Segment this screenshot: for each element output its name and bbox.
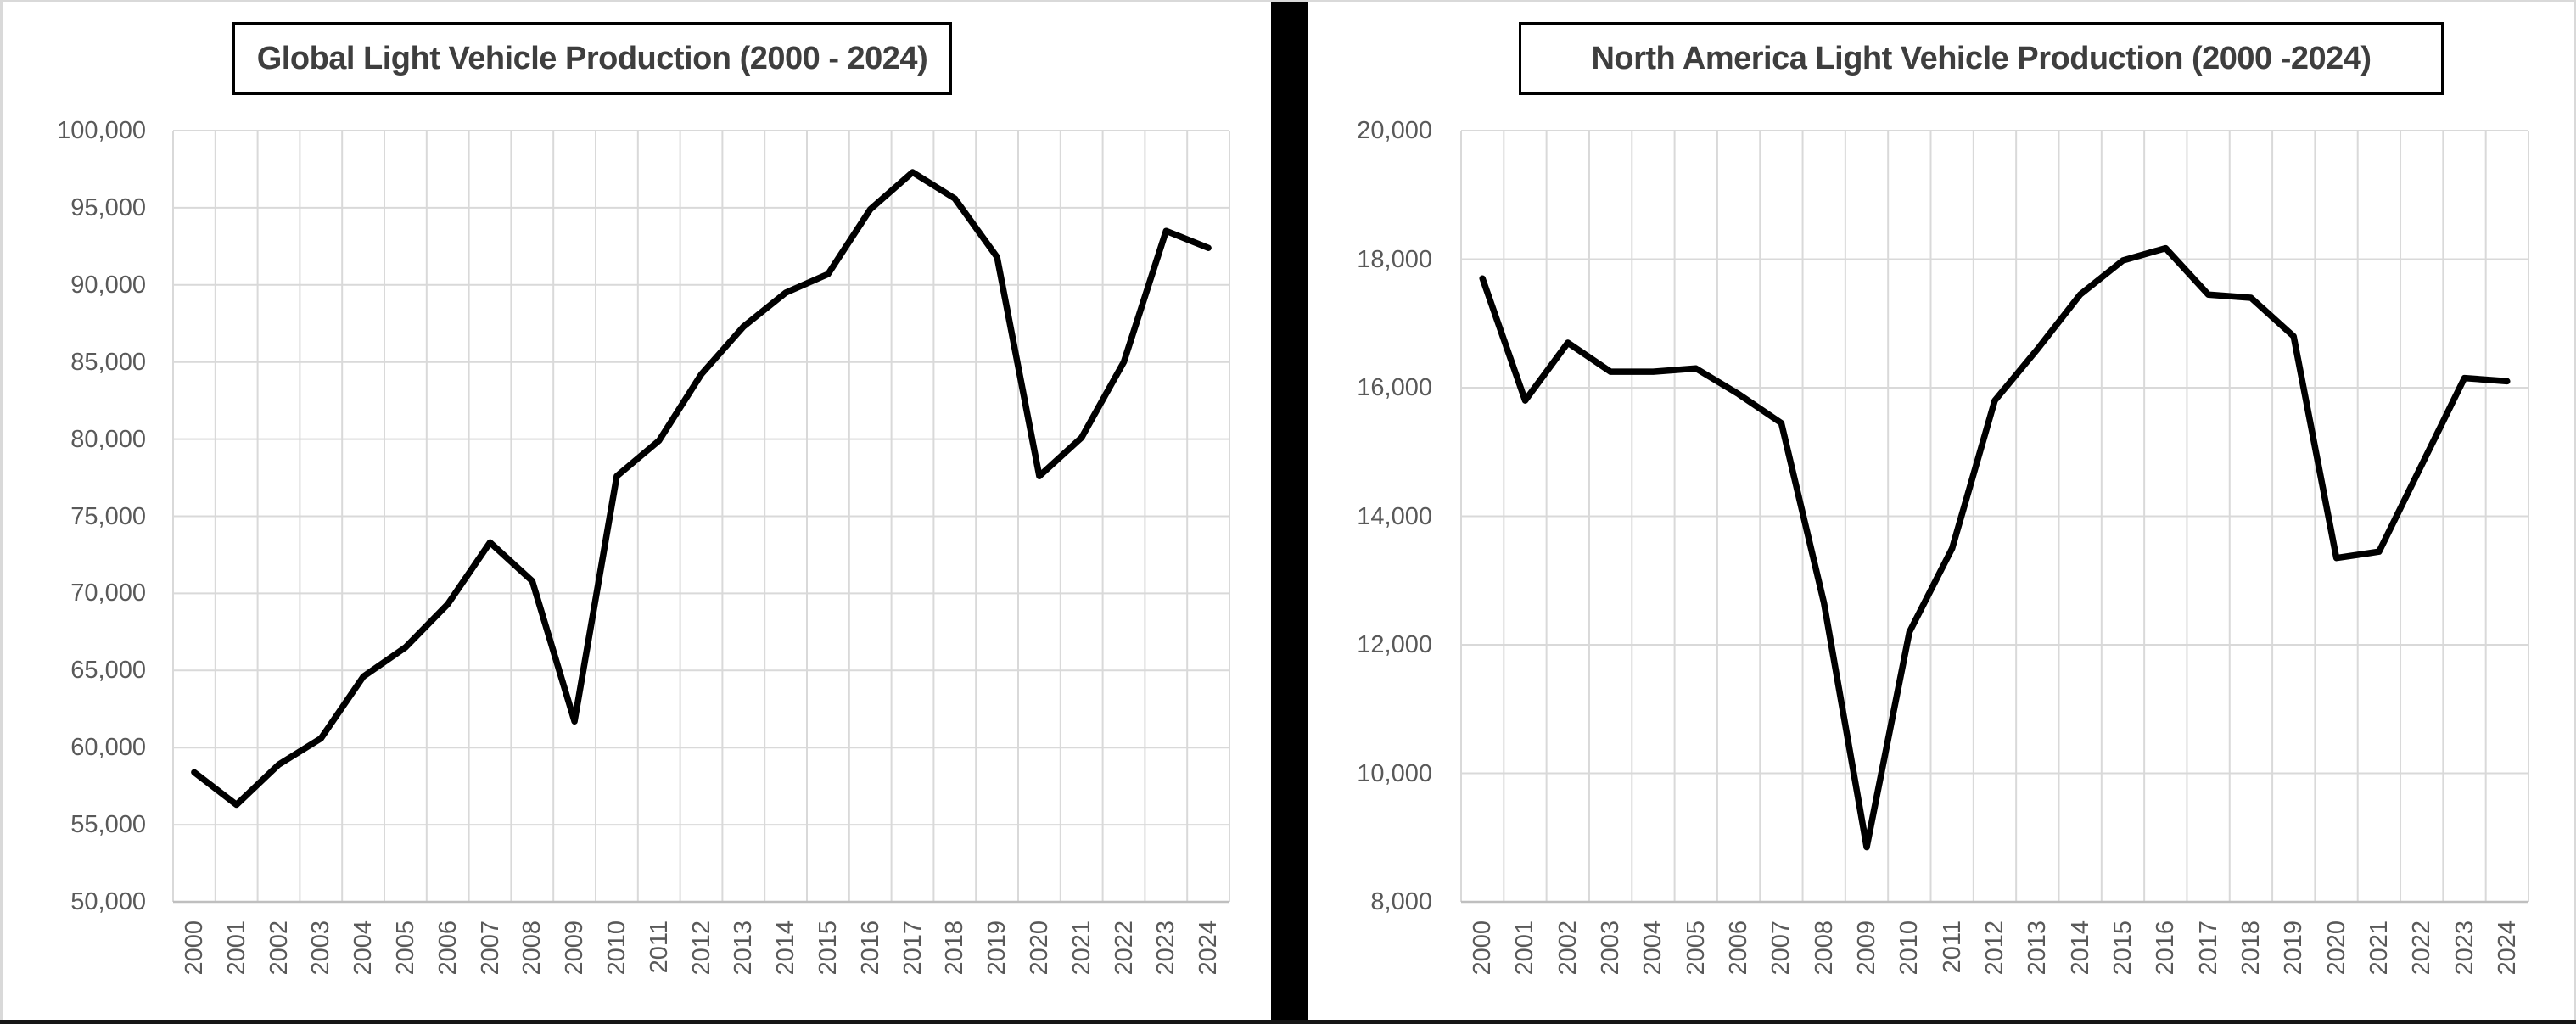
y-axis-tick-label: 50,000 bbox=[70, 888, 146, 915]
horizontal-gridlines bbox=[1461, 130, 2528, 903]
x-axis-tick-label: 2019 bbox=[2280, 920, 2308, 976]
x-axis-tick-label: 2017 bbox=[2194, 920, 2222, 976]
x-axis-tick-label: 2024 bbox=[2493, 920, 2521, 976]
y-axis-tick-label: 60,000 bbox=[70, 734, 146, 762]
y-axis-tick-label: 18,000 bbox=[1357, 245, 1432, 273]
x-axis-tick-label: 2013 bbox=[2024, 920, 2052, 976]
y-axis-tick-label: 75,000 bbox=[70, 502, 146, 530]
x-axis-tick-label: 2006 bbox=[1725, 920, 1753, 976]
y-axis-tick-label: 85,000 bbox=[70, 348, 146, 376]
chart-title-north-america: North America Light Vehicle Production (… bbox=[1519, 22, 2444, 95]
y-axis-tick-label: 70,000 bbox=[70, 579, 146, 607]
page-border-left bbox=[0, 0, 3, 1024]
y-axis-tick-label: 14,000 bbox=[1357, 502, 1432, 530]
x-axis-tick-label: 2004 bbox=[1639, 920, 1667, 976]
x-axis-tick-label: 2010 bbox=[1896, 920, 1924, 976]
y-axis-tick-label: 10,000 bbox=[1357, 759, 1432, 787]
production-series-line bbox=[191, 169, 1212, 809]
y-axis-tick-label: 100,000 bbox=[57, 117, 146, 144]
page-border-right bbox=[2574, 0, 2576, 1024]
x-axis-tick-label: 2002 bbox=[1554, 920, 1582, 976]
x-axis-tick-label: 2023 bbox=[2450, 920, 2478, 976]
x-axis-tick-label: 2015 bbox=[2108, 920, 2136, 976]
x-axis-tick-label: 2011 bbox=[1938, 920, 1966, 974]
x-axis-tick-label: 2001 bbox=[1511, 920, 1539, 976]
y-axis-tick-label: 55,000 bbox=[70, 811, 146, 839]
y-axis-tick-label: 16,000 bbox=[1357, 374, 1432, 401]
page-border-bottom bbox=[0, 1020, 2576, 1024]
y-axis-tick-label: 65,000 bbox=[70, 657, 146, 685]
x-axis-tick-label: 2018 bbox=[2237, 920, 2265, 976]
chart-title-global: Global Light Vehicle Production (2000 - … bbox=[232, 22, 952, 95]
y-axis-tick-label: 95,000 bbox=[70, 193, 146, 221]
y-axis-tick-label: 80,000 bbox=[70, 425, 146, 453]
production-series-line bbox=[1479, 244, 2511, 851]
x-axis-tick-label: 2005 bbox=[1682, 920, 1710, 976]
x-axis-tick-label: 2008 bbox=[1810, 920, 1838, 976]
x-axis-tick-label: 2009 bbox=[1853, 920, 1881, 976]
y-axis-tick-label: 90,000 bbox=[70, 271, 146, 299]
x-axis-tick-label: 2020 bbox=[2322, 920, 2350, 976]
x-axis-tick-label: 2022 bbox=[2408, 920, 2436, 976]
page-border-top bbox=[0, 0, 2576, 2]
x-axis-tick-label: 2007 bbox=[1767, 920, 1795, 976]
panel-divider-bar bbox=[1271, 0, 1308, 1024]
x-axis-tick-label: 2021 bbox=[2365, 920, 2393, 976]
y-axis-tick-label: 8,000 bbox=[1370, 888, 1432, 915]
x-axis-tick-label: 2012 bbox=[1981, 920, 2008, 976]
x-axis-tick-label: 2016 bbox=[2152, 920, 2180, 976]
x-axis-tick-label: 2014 bbox=[2066, 920, 2094, 976]
x-axis-tick-label: 2003 bbox=[1597, 920, 1625, 976]
x-axis-tick-label: 2000 bbox=[1469, 920, 1497, 976]
y-axis-tick-label: 20,000 bbox=[1357, 117, 1432, 144]
y-axis-tick-label: 12,000 bbox=[1357, 631, 1432, 658]
